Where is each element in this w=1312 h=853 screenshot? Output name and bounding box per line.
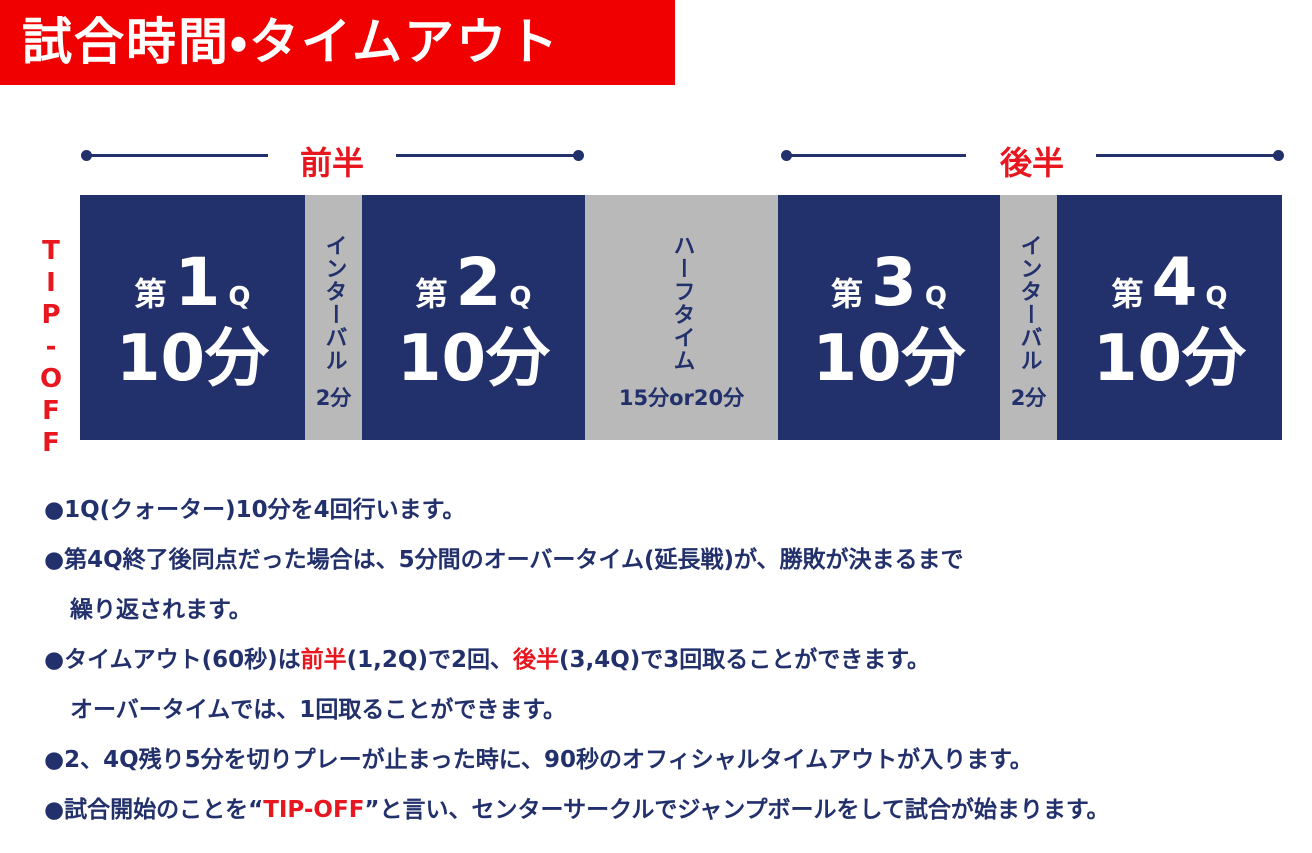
interval-block: インターバル 2分 [1000,195,1057,440]
note-text: ●1Q(クォーター)10分を4回行います。 [44,497,466,523]
half-label: 前半 [299,144,364,182]
halftime-label: ハーフタイム [669,233,695,372]
header-title: 試合時間・タイムアウト [0,0,675,85]
note-line: ●試合開始のことを“TIP-OFF”と言い、センターサークルでジャンプボールをし… [44,790,1110,824]
quarter-number: 3 [870,244,917,321]
note-text: ”と言い、センターサークルでジャンプボールをして試合が始まります。 [364,797,1110,823]
note-text: ●第4Q終了後同点だった場合は、5分間のオーバータイム(延長戦)が、勝敗が決まる… [44,547,964,573]
note-line: ●1Q(クォーター)10分を4回行います。 [44,490,465,524]
quarter-block: 第 4 Q 10分 [1057,195,1282,440]
half-dot [781,150,792,161]
quarter-block: 第 2 Q 10分 [362,195,585,440]
note-line: ●2、4Q残り5分を切りプレーが止まった時に、90秒のオフィシャルタイムアウトが… [44,740,1033,774]
half-line [396,154,578,157]
quarter-duration: 10分 [1092,322,1247,396]
quarter-number: 4 [1151,244,1198,321]
note-text: オーバータイムでは、1回取ることができます。 [70,697,567,723]
halftime-duration: 15分or20分 [618,385,745,410]
quarter-prefix: 第 [830,275,863,313]
quarter-duration: 10分 [396,322,551,396]
half-line [86,154,268,157]
half-dot [81,150,92,161]
interval-duration: 2分 [315,385,352,410]
interval-label: インターバル [1016,233,1042,372]
quarter-suffix: Q [509,282,532,312]
quarter-number: 1 [174,244,221,321]
half-line [1096,154,1278,157]
tip-off: TIP-OFF [36,236,66,460]
interval-duration: 2分 [1010,385,1047,410]
quarter-prefix: 第 [1111,275,1144,313]
note-line: ●タイムアウト(60秒)は前半(1,2Q)で2回、後半(3,4Q)で3回取ること… [44,640,930,674]
half-dot [1273,150,1284,161]
half-line [786,154,966,157]
note-text: 前半 [300,647,347,673]
interval-label: インターバル [321,233,347,372]
note-line: オーバータイムでは、1回取ることができます。 [44,690,566,724]
quarter-block: 第 1 Q 10分 [80,195,305,440]
note-text: ●タイムアウト(60秒)は [44,647,301,673]
quarter-duration: 10分 [115,322,270,396]
quarter-suffix: Q [228,282,251,312]
half-dot [573,150,584,161]
quarter-prefix: 第 [134,275,167,313]
note-text: (3,4Q)で3回取ることができます。 [558,647,930,673]
quarter-duration: 10分 [812,322,966,396]
note-text: 繰り返されます。 [70,597,252,623]
note-text: 後半 [512,647,559,673]
quarter-prefix: 第 [415,275,448,313]
quarter-suffix: Q [924,282,948,312]
note-line: ●第4Q終了後同点だった場合は、5分間のオーバータイム(延長戦)が、勝敗が決まる… [44,540,964,574]
halftime-block: ハーフタイム 15分or20分 [585,195,778,440]
quarter-block: 第 3 Q 10分 [778,195,1000,440]
note-text: ●2、4Q残り5分を切りプレーが止まった時に、90秒のオフィシャルタイムアウトが… [44,747,1033,773]
interval-block: インターバル 2分 [305,195,362,440]
quarter-number: 2 [455,244,502,321]
note-line: 繰り返されます。 [44,590,252,624]
note-text: (1,2Q)で2回、 [346,647,513,673]
half-label: 後半 [999,144,1064,182]
note-text: ●試合開始のことを“ [44,797,264,823]
quarter-suffix: Q [1205,282,1228,312]
note-text: TIP-OFF [263,797,365,823]
